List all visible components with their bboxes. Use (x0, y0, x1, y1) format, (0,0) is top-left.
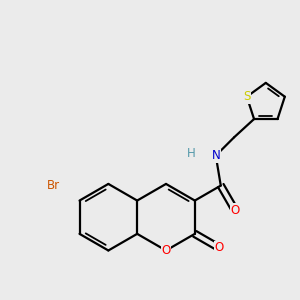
Text: Br: Br (47, 179, 60, 192)
Text: O: O (230, 204, 239, 217)
Text: N: N (212, 149, 220, 162)
Text: S: S (243, 90, 250, 103)
Text: H: H (186, 148, 195, 160)
Text: O: O (161, 244, 171, 257)
Text: O: O (215, 242, 224, 254)
